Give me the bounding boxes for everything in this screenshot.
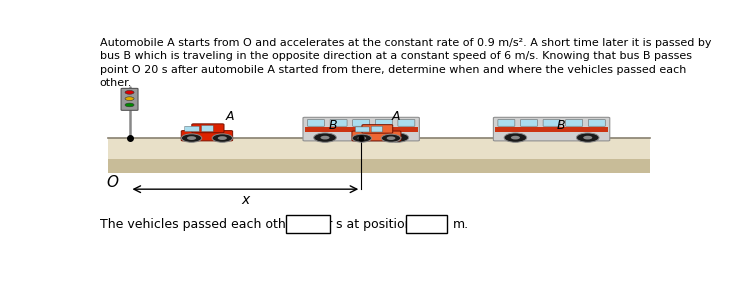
Bar	[108, 159, 650, 173]
FancyBboxPatch shape	[121, 88, 138, 110]
Text: O: O	[106, 175, 119, 190]
FancyBboxPatch shape	[308, 120, 324, 126]
Text: B: B	[556, 119, 565, 132]
Text: A: A	[225, 110, 234, 123]
FancyBboxPatch shape	[543, 120, 560, 126]
Circle shape	[393, 136, 402, 139]
Circle shape	[577, 133, 599, 142]
FancyBboxPatch shape	[566, 120, 582, 126]
Circle shape	[212, 134, 233, 142]
Circle shape	[386, 136, 395, 140]
FancyBboxPatch shape	[588, 120, 605, 126]
FancyBboxPatch shape	[494, 117, 609, 141]
Circle shape	[125, 103, 134, 107]
FancyBboxPatch shape	[303, 117, 419, 141]
Text: The vehicles passed each other after: The vehicles passed each other after	[100, 218, 332, 231]
Circle shape	[321, 136, 330, 139]
FancyBboxPatch shape	[184, 126, 199, 132]
FancyBboxPatch shape	[362, 125, 393, 133]
Circle shape	[511, 136, 520, 139]
Circle shape	[187, 136, 196, 140]
Circle shape	[357, 136, 366, 140]
Circle shape	[313, 133, 336, 142]
Circle shape	[386, 133, 409, 142]
FancyBboxPatch shape	[192, 124, 224, 133]
FancyBboxPatch shape	[355, 127, 370, 132]
Text: m.: m.	[453, 218, 469, 231]
Bar	[286, 215, 330, 233]
Bar	[305, 127, 418, 132]
Circle shape	[352, 134, 372, 142]
Text: B: B	[329, 119, 338, 132]
FancyBboxPatch shape	[352, 131, 401, 141]
Bar	[406, 215, 447, 233]
Circle shape	[182, 134, 202, 142]
Text: x: x	[241, 193, 249, 207]
Text: A: A	[392, 110, 400, 123]
FancyBboxPatch shape	[353, 120, 370, 126]
FancyBboxPatch shape	[202, 125, 214, 132]
Bar	[108, 138, 650, 173]
FancyBboxPatch shape	[398, 120, 415, 126]
Circle shape	[125, 97, 134, 101]
Circle shape	[125, 91, 134, 94]
Bar	[495, 127, 608, 132]
FancyBboxPatch shape	[521, 120, 537, 126]
FancyBboxPatch shape	[182, 131, 233, 141]
Circle shape	[218, 136, 227, 140]
Circle shape	[583, 136, 592, 139]
Circle shape	[504, 133, 527, 142]
Text: Automobile A starts from O and accelerates at the constant rate of 0.9 m/s². A s: Automobile A starts from O and accelerat…	[100, 38, 711, 88]
FancyBboxPatch shape	[498, 120, 515, 126]
FancyBboxPatch shape	[330, 120, 347, 126]
FancyBboxPatch shape	[371, 126, 383, 132]
FancyBboxPatch shape	[375, 120, 392, 126]
Circle shape	[381, 134, 401, 142]
Text: s at position x =: s at position x =	[336, 218, 438, 231]
